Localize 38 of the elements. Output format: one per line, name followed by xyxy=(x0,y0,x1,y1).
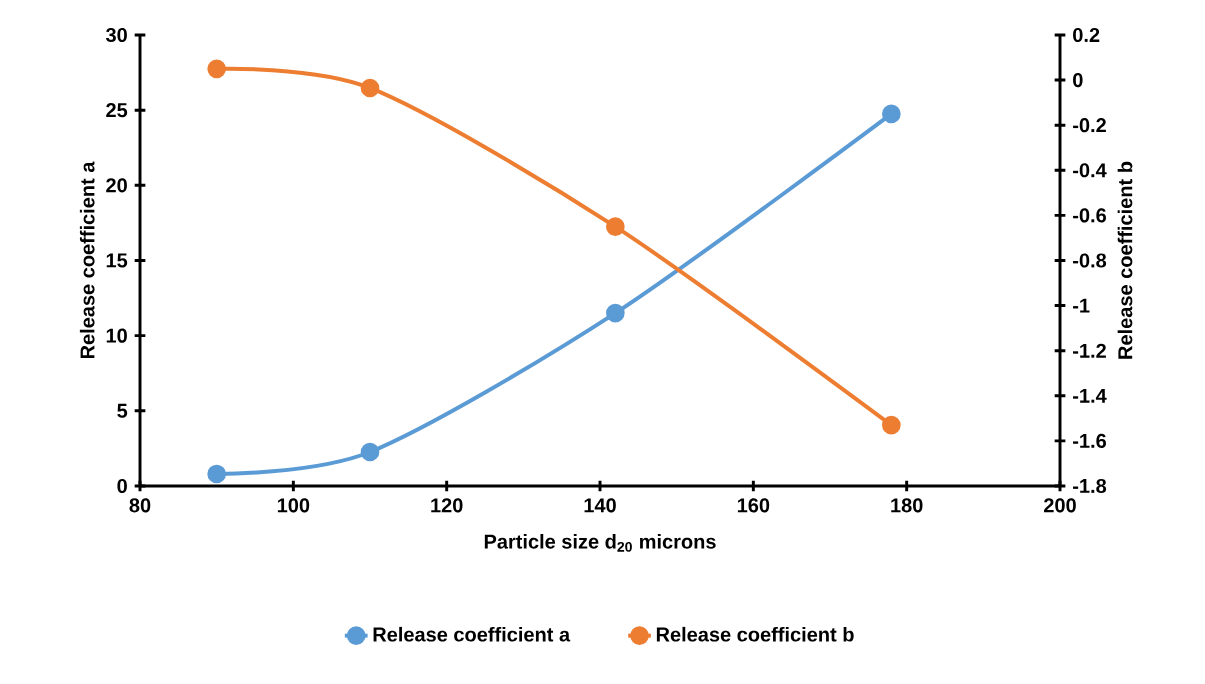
x-tick-label: 120 xyxy=(431,498,463,513)
y-tick-label: 10 xyxy=(106,328,127,343)
y2-tick-label: -1.8 xyxy=(1073,478,1107,494)
y-tick-label: 20 xyxy=(106,178,127,193)
legend-label: Release coefficient a xyxy=(373,626,571,642)
y-axis-title: Release coefficient a xyxy=(79,161,95,359)
x-tick-label: 160 xyxy=(737,498,770,513)
y-tick-label: 15 xyxy=(106,253,128,268)
y2-tick-label: -1 xyxy=(1073,298,1090,313)
x-tick-label: 180 xyxy=(891,498,923,513)
y2-axis-title: Release coefficient b xyxy=(1117,161,1133,359)
y2-tick-label: -0.6 xyxy=(1073,208,1107,223)
y-tick-label: 25 xyxy=(106,103,128,118)
point xyxy=(882,415,901,435)
y-tick-label: 0 xyxy=(117,478,127,494)
y2-tick-label: -0.4 xyxy=(1073,163,1107,178)
point xyxy=(207,464,227,484)
point xyxy=(606,217,625,236)
point xyxy=(207,59,227,79)
point xyxy=(360,78,380,98)
y2-tick-label: -0.2 xyxy=(1073,118,1106,133)
y2-tick-label: -1.2 xyxy=(1073,343,1106,358)
x-tick-label: 80 xyxy=(129,498,151,513)
y2-tick-label: 0.2 xyxy=(1073,27,1100,43)
legend-label: Release coefficient b xyxy=(656,626,854,642)
y-tick-label: 5 xyxy=(117,403,128,418)
x-axis-title: Particle size d$_{20}$ microns xyxy=(484,534,716,552)
y2-tick-label: -1.6 xyxy=(1073,433,1107,448)
y2-tick-label: 0 xyxy=(1073,73,1083,88)
y-tick-label: 30 xyxy=(105,27,127,43)
x-tick-label: 140 xyxy=(584,498,616,513)
x-tick-label: 200 xyxy=(1044,498,1076,513)
point xyxy=(360,442,380,462)
x-tick-label: 100 xyxy=(277,498,310,513)
y2-tick-label: -0.8 xyxy=(1073,253,1107,268)
y2-tick-label: -1.4 xyxy=(1073,388,1107,403)
point xyxy=(882,104,901,124)
point xyxy=(606,303,625,323)
